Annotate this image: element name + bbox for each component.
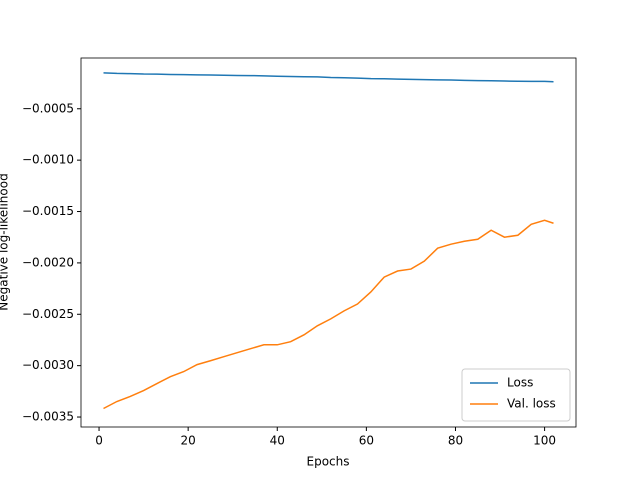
y-tick-label: −0.0025 — [22, 307, 74, 321]
x-tick-label: 20 — [181, 434, 196, 448]
line-series — [103, 72, 554, 83]
x-tick-label: 80 — [448, 434, 463, 448]
x-tick-label: 100 — [533, 434, 556, 448]
legend-label: Loss — [507, 376, 533, 390]
x-tick-label: 60 — [359, 434, 374, 448]
legend-label: Val. loss — [507, 397, 556, 411]
y-tick-label: −0.0015 — [22, 204, 74, 218]
legend-box — [461, 368, 571, 422]
x-tick-label: 0 — [95, 434, 103, 448]
y-tick-label: −0.0020 — [22, 255, 74, 269]
line-series — [103, 219, 554, 410]
y-tick-label: −0.0035 — [22, 410, 74, 424]
x-tick-label: 40 — [270, 434, 285, 448]
legend: Loss Val. loss — [461, 368, 571, 422]
y-tick-label: −0.0030 — [22, 358, 74, 372]
y-axis-label: Negative log-likelihood — [0, 173, 11, 310]
plot-frame — [80, 57, 577, 428]
y-tick-label: −0.0005 — [22, 101, 74, 115]
x-axis-label: Epochs — [307, 455, 350, 469]
y-tick-label: −0.0010 — [22, 153, 74, 167]
